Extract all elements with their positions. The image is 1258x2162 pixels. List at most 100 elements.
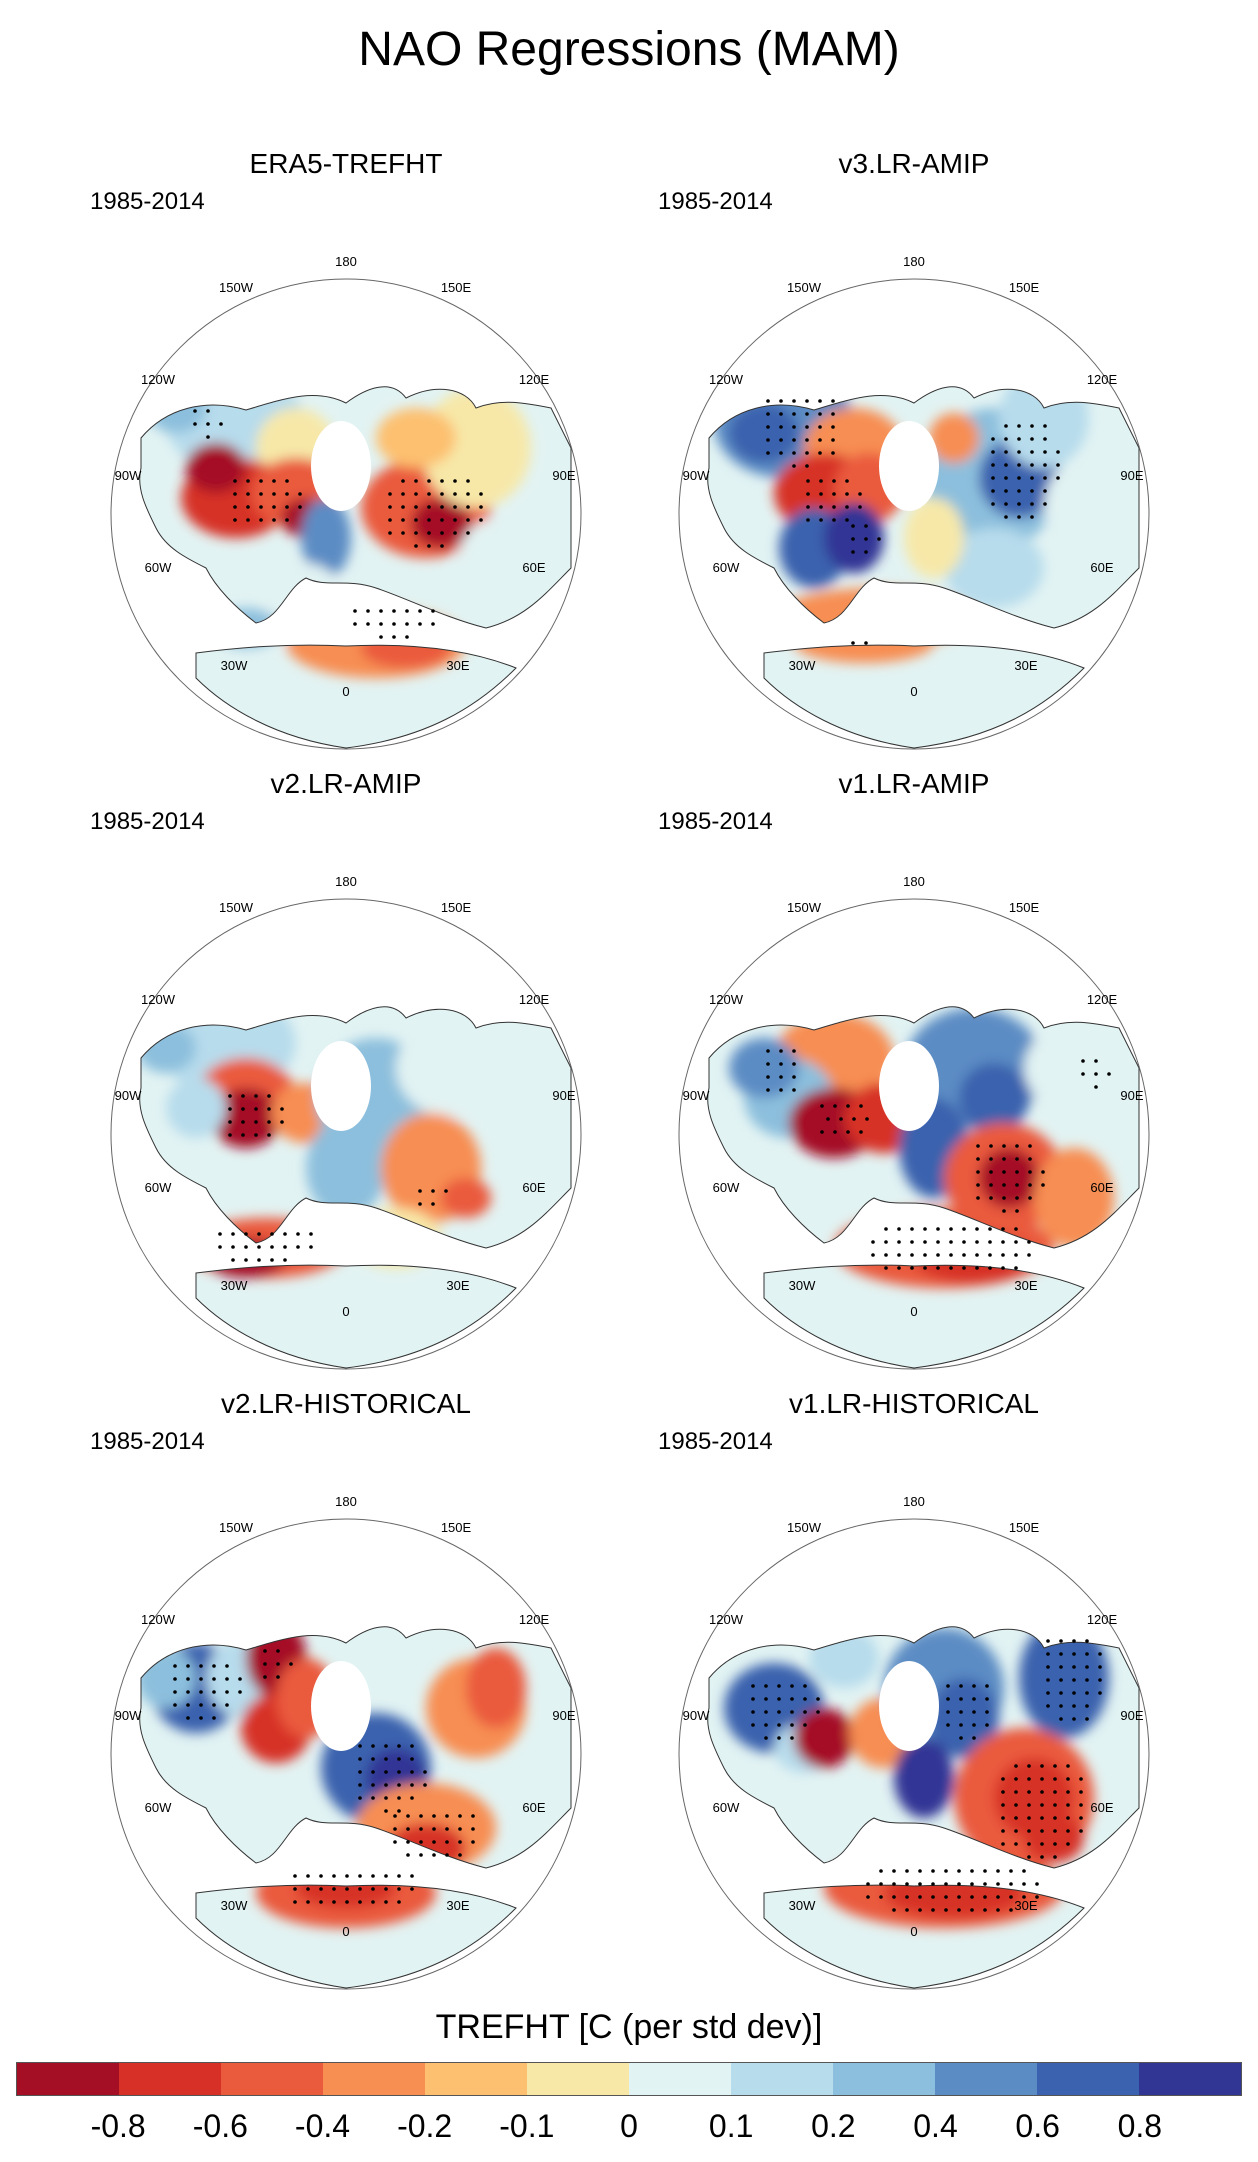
significance-stipple: [805, 451, 809, 455]
significance-stipple: [379, 622, 383, 626]
longitude-label: 0: [910, 684, 917, 699]
significance-stipple: [845, 479, 849, 483]
significance-stipple: [206, 409, 210, 413]
significance-stipple: [989, 1183, 993, 1187]
significance-stipple: [419, 1814, 423, 1818]
longitude-label: 120E: [519, 992, 550, 1007]
significance-stipple: [766, 1075, 770, 1079]
significance-stipple: [241, 1120, 245, 1124]
anomaly-region: [396, 1018, 516, 1118]
significance-stipple: [944, 1882, 948, 1886]
polar-map: 180 150W 150E 120W 120E 90W 90E 60W 60E 30W 30E 0: [678, 254, 1150, 750]
longitude-label: 120W: [709, 992, 744, 1007]
significance-stipple: [212, 1664, 216, 1668]
significance-stipple: [923, 1227, 927, 1231]
significance-stipple: [410, 1757, 414, 1761]
significance-stipple: [1085, 1691, 1089, 1695]
significance-stipple: [397, 1783, 401, 1787]
longitude-label: 0: [910, 1304, 917, 1319]
significance-stipple: [790, 1710, 794, 1714]
significance-stipple: [432, 1814, 436, 1818]
significance-stipple: [766, 412, 770, 416]
significance-stipple: [949, 1266, 953, 1270]
significance-stipple: [319, 1874, 323, 1878]
significance-stipple: [779, 1088, 783, 1092]
colorbar-segment: [221, 2063, 323, 2095]
significance-stipple: [414, 544, 418, 548]
colorbar-segment: [119, 2063, 221, 2095]
significance-stipple: [819, 479, 823, 483]
significance-stipple: [1098, 1652, 1102, 1656]
significance-stipple: [1046, 1652, 1050, 1656]
significance-stipple: [414, 479, 418, 483]
significance-stipple: [1079, 1803, 1083, 1807]
longitude-label: 90E: [552, 1088, 575, 1103]
significance-stipple: [186, 1690, 190, 1694]
significance-stipple: [1014, 1803, 1018, 1807]
significance-stipple: [962, 1266, 966, 1270]
longitude-label: 0: [342, 1924, 349, 1939]
longitude-label: 60E: [522, 1800, 545, 1815]
significance-stipple: [285, 505, 289, 509]
significance-stipple: [983, 1908, 987, 1912]
significance-stipple: [946, 1697, 950, 1701]
significance-stipple: [1027, 1790, 1031, 1794]
significance-stipple: [1043, 463, 1047, 467]
significance-stipple: [419, 1840, 423, 1844]
significance-stipple: [458, 1853, 462, 1857]
significance-stipple: [1066, 1803, 1070, 1807]
significance-stipple: [401, 479, 405, 483]
significance-stipple: [309, 1232, 313, 1236]
significance-stipple: [864, 641, 868, 645]
significance-stipple: [384, 1783, 388, 1787]
significance-stipple: [792, 425, 796, 429]
significance-stipple: [1053, 1829, 1057, 1833]
significance-stipple: [471, 1840, 475, 1844]
significance-stipple: [228, 1094, 232, 1098]
significance-stipple: [851, 524, 855, 528]
significance-stipple: [831, 425, 835, 429]
significance-stipple: [1053, 1790, 1057, 1794]
significance-stipple: [1085, 1665, 1089, 1669]
significance-stipple: [272, 505, 276, 509]
significance-stipple: [388, 531, 392, 535]
significance-stipple: [944, 1869, 948, 1873]
significance-stipple: [819, 518, 823, 522]
colorbar-segment: [833, 2063, 935, 2095]
significance-stipple: [991, 489, 995, 493]
significance-stipple: [1059, 1652, 1063, 1656]
significance-stipple: [332, 1887, 336, 1891]
significance-stipple: [976, 1157, 980, 1161]
significance-stipple: [972, 1736, 976, 1740]
significance-stipple: [1009, 1908, 1013, 1912]
significance-stipple: [1001, 1829, 1005, 1833]
significance-stipple: [293, 1874, 297, 1878]
significance-stipple: [238, 1677, 242, 1681]
significance-stipple: [1028, 1183, 1032, 1187]
significance-stipple: [225, 1703, 229, 1707]
significance-stipple: [427, 544, 431, 548]
longitude-label: 150E: [441, 1520, 472, 1535]
significance-stipple: [1001, 1842, 1005, 1846]
significance-stipple: [445, 1853, 449, 1857]
significance-stipple: [453, 531, 457, 535]
significance-stipple: [996, 1895, 1000, 1899]
longitude-label: 120E: [1087, 1612, 1118, 1627]
significance-stipple: [1094, 1072, 1098, 1076]
significance-stipple: [280, 1107, 284, 1111]
colorbar-segment: [629, 2063, 731, 2095]
significance-stipple: [1072, 1665, 1076, 1669]
significance-stipple: [779, 438, 783, 442]
longitude-label: 120W: [709, 1612, 744, 1627]
significance-stipple: [1015, 1144, 1019, 1148]
significance-stipple: [764, 1697, 768, 1701]
significance-stipple: [892, 1882, 896, 1886]
significance-stipple: [418, 1189, 422, 1193]
longitude-label: 30E: [1014, 1898, 1037, 1913]
significance-stipple: [393, 1827, 397, 1831]
significance-stipple: [263, 1675, 267, 1679]
significance-stipple: [1079, 1777, 1083, 1781]
significance-stipple: [445, 1840, 449, 1844]
significance-stipple: [1072, 1639, 1076, 1643]
significance-stipple: [231, 1258, 235, 1262]
